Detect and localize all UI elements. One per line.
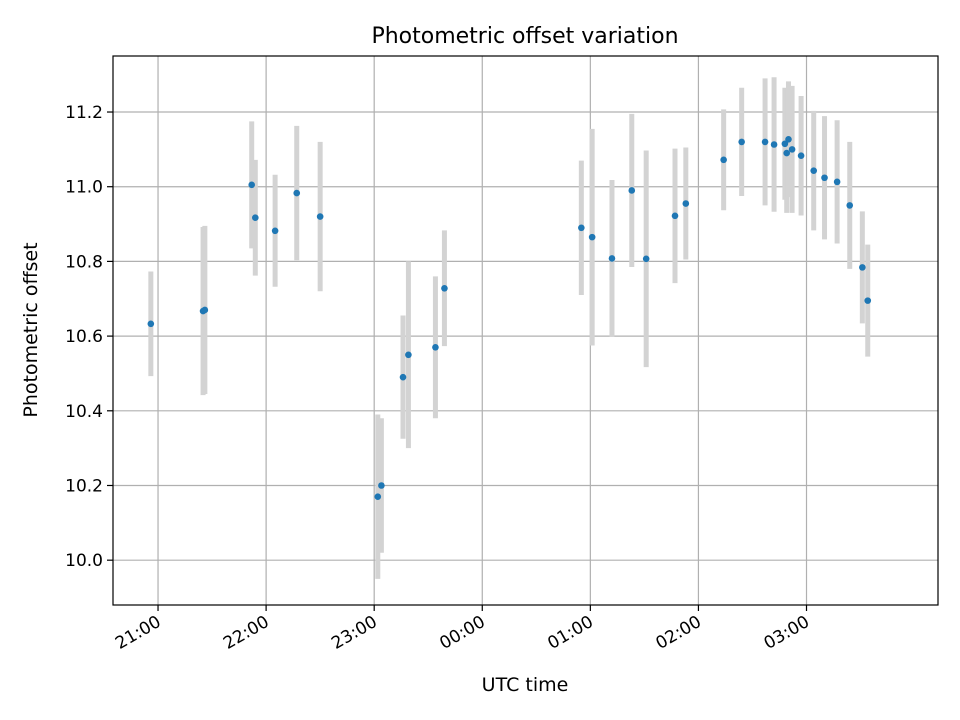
y-tick-label: 10.2: [65, 476, 103, 496]
data-point: [293, 189, 301, 197]
y-tick-label: 10.0: [65, 551, 103, 571]
data-point: [761, 138, 769, 146]
data-point: [846, 202, 854, 209]
chart-title: Photometric offset variation: [371, 24, 678, 49]
y-tick-label: 11.0: [65, 178, 103, 198]
data-point: [821, 174, 828, 182]
data-point: [399, 373, 407, 381]
data-point: [682, 200, 690, 207]
data-point: [248, 181, 256, 189]
data-point: [788, 146, 796, 153]
data-point: [271, 227, 279, 235]
y-axis-label: Photometric offset: [20, 242, 42, 417]
y-axis-ticks: 10.0 10.2 10.4 10.6 10.8 11.0 11.2: [65, 103, 113, 571]
data-point: [588, 233, 596, 241]
data-point: [201, 306, 209, 314]
data-point: [316, 213, 324, 220]
data-point: [252, 214, 259, 222]
data-point: [578, 224, 585, 232]
data-point: [783, 149, 790, 157]
data-point: [833, 178, 841, 186]
data-point: [374, 493, 382, 500]
data-point: [441, 284, 448, 292]
data-points: [147, 135, 872, 500]
data-point: [432, 344, 439, 351]
data-point: [785, 135, 792, 143]
data-point: [770, 141, 778, 148]
data-point: [738, 138, 745, 146]
y-tick-label: 11.2: [65, 103, 103, 123]
data-point: [859, 264, 866, 271]
y-tick-label: 10.6: [65, 327, 103, 347]
data-point: [608, 255, 616, 262]
data-point: [642, 255, 650, 263]
data-point: [781, 140, 789, 148]
data-point: [671, 212, 679, 220]
data-point: [378, 482, 385, 489]
data-point: [797, 152, 805, 160]
plot-frame: [112, 55, 939, 606]
y-tick-label: 10.8: [65, 252, 103, 272]
x-axis-label: UTC time: [482, 674, 569, 696]
data-point: [864, 297, 872, 304]
data-point: [628, 187, 636, 194]
data-point: [810, 167, 818, 174]
data-point: [147, 320, 155, 328]
data-point: [405, 351, 412, 359]
data-point: [720, 156, 727, 164]
y-tick-label: 10.4: [65, 402, 103, 422]
